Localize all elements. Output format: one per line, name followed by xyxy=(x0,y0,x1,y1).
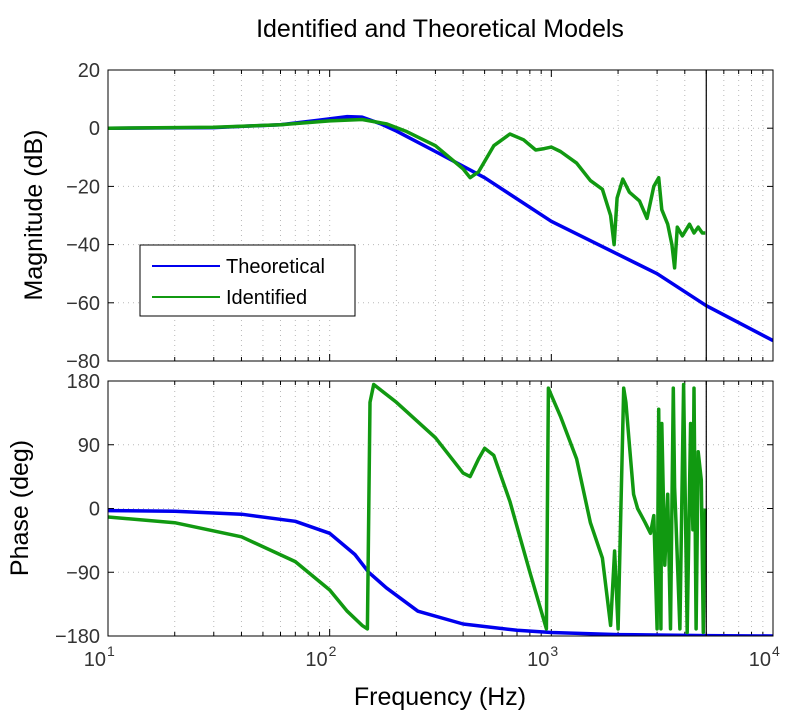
phase-axes-frame xyxy=(107,380,774,637)
magnitude-subplot: 20 0 −20 −40 −60 −80 Magnitude (dB) Theoretic… xyxy=(20,60,774,373)
magnitude-plot-area xyxy=(108,70,773,361)
x-tick-label-exponent: 1 xyxy=(107,643,115,659)
phase-y-tick-label: 0 xyxy=(89,499,100,521)
x-tick-label-exponent: 4 xyxy=(772,643,780,659)
frequency-x-axis-label: Frequency (Hz) xyxy=(354,683,526,711)
magnitude-y-tick-label: −40 xyxy=(66,235,100,257)
magnitude-lines xyxy=(108,70,773,361)
x-tick-label-base: 10 xyxy=(749,649,771,671)
phase-y-tick-label: 180 xyxy=(67,371,100,393)
phase-y-tick-label: −180 xyxy=(55,626,100,648)
magnitude-series-identified xyxy=(108,117,706,270)
x-tick-label-base: 10 xyxy=(305,649,327,671)
phase-series-theoretical xyxy=(108,508,773,636)
legend: Theoretical Identified xyxy=(139,244,356,317)
magnitude-y-axis-label: Magnitude (dB) xyxy=(20,130,48,301)
x-tick-label-exponent: 3 xyxy=(550,643,558,659)
frequency-x-ticks: 10 1 10 2 10 3 10 4 xyxy=(84,643,780,671)
legend-label-identified: Identified xyxy=(226,287,307,309)
magnitude-y-tick-label: 0 xyxy=(89,118,100,140)
phase-y-ticks: 180 90 0 −90 −180 xyxy=(55,371,100,648)
magnitude-y-tick-label: −60 xyxy=(66,293,100,315)
magnitude-y-tick-label: −80 xyxy=(66,351,100,373)
magnitude-y-tick-label: −20 xyxy=(66,176,100,198)
legend-label-theoretical: Theoretical xyxy=(226,256,325,278)
x-tick-label-exponent: 2 xyxy=(329,643,337,659)
phase-series-identified xyxy=(108,382,708,635)
phase-subplot: 180 90 0 −90 −180 Phase (deg) xyxy=(6,371,774,648)
magnitude-y-tick-label: 20 xyxy=(78,60,100,82)
x-tick-label-base: 10 xyxy=(84,649,106,671)
magnitude-axes-frame xyxy=(107,69,774,362)
phase-y-axis-label: Phase (deg) xyxy=(6,440,34,576)
magnitude-y-ticks: 20 0 −20 −40 −60 −80 xyxy=(66,60,100,373)
legend-box xyxy=(139,244,356,317)
chart-title: Identified and Theoretical Models xyxy=(256,15,624,43)
phase-y-tick-label: 90 xyxy=(78,435,100,457)
phase-y-tick-label: −90 xyxy=(66,562,100,584)
phase-lines xyxy=(108,381,773,636)
x-tick-label-base: 10 xyxy=(527,649,549,671)
